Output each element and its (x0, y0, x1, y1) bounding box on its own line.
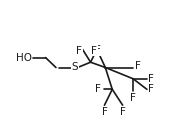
Text: F: F (148, 84, 154, 94)
Text: HO: HO (16, 53, 32, 63)
Text: F: F (91, 46, 97, 56)
Text: F: F (76, 46, 82, 56)
Text: F: F (135, 61, 141, 71)
Text: F: F (130, 93, 136, 103)
Text: F: F (102, 107, 107, 117)
Text: S: S (72, 63, 78, 72)
Text: F: F (95, 45, 101, 55)
Text: F: F (95, 84, 101, 94)
Text: F: F (148, 74, 154, 84)
Text: F: F (120, 107, 126, 117)
